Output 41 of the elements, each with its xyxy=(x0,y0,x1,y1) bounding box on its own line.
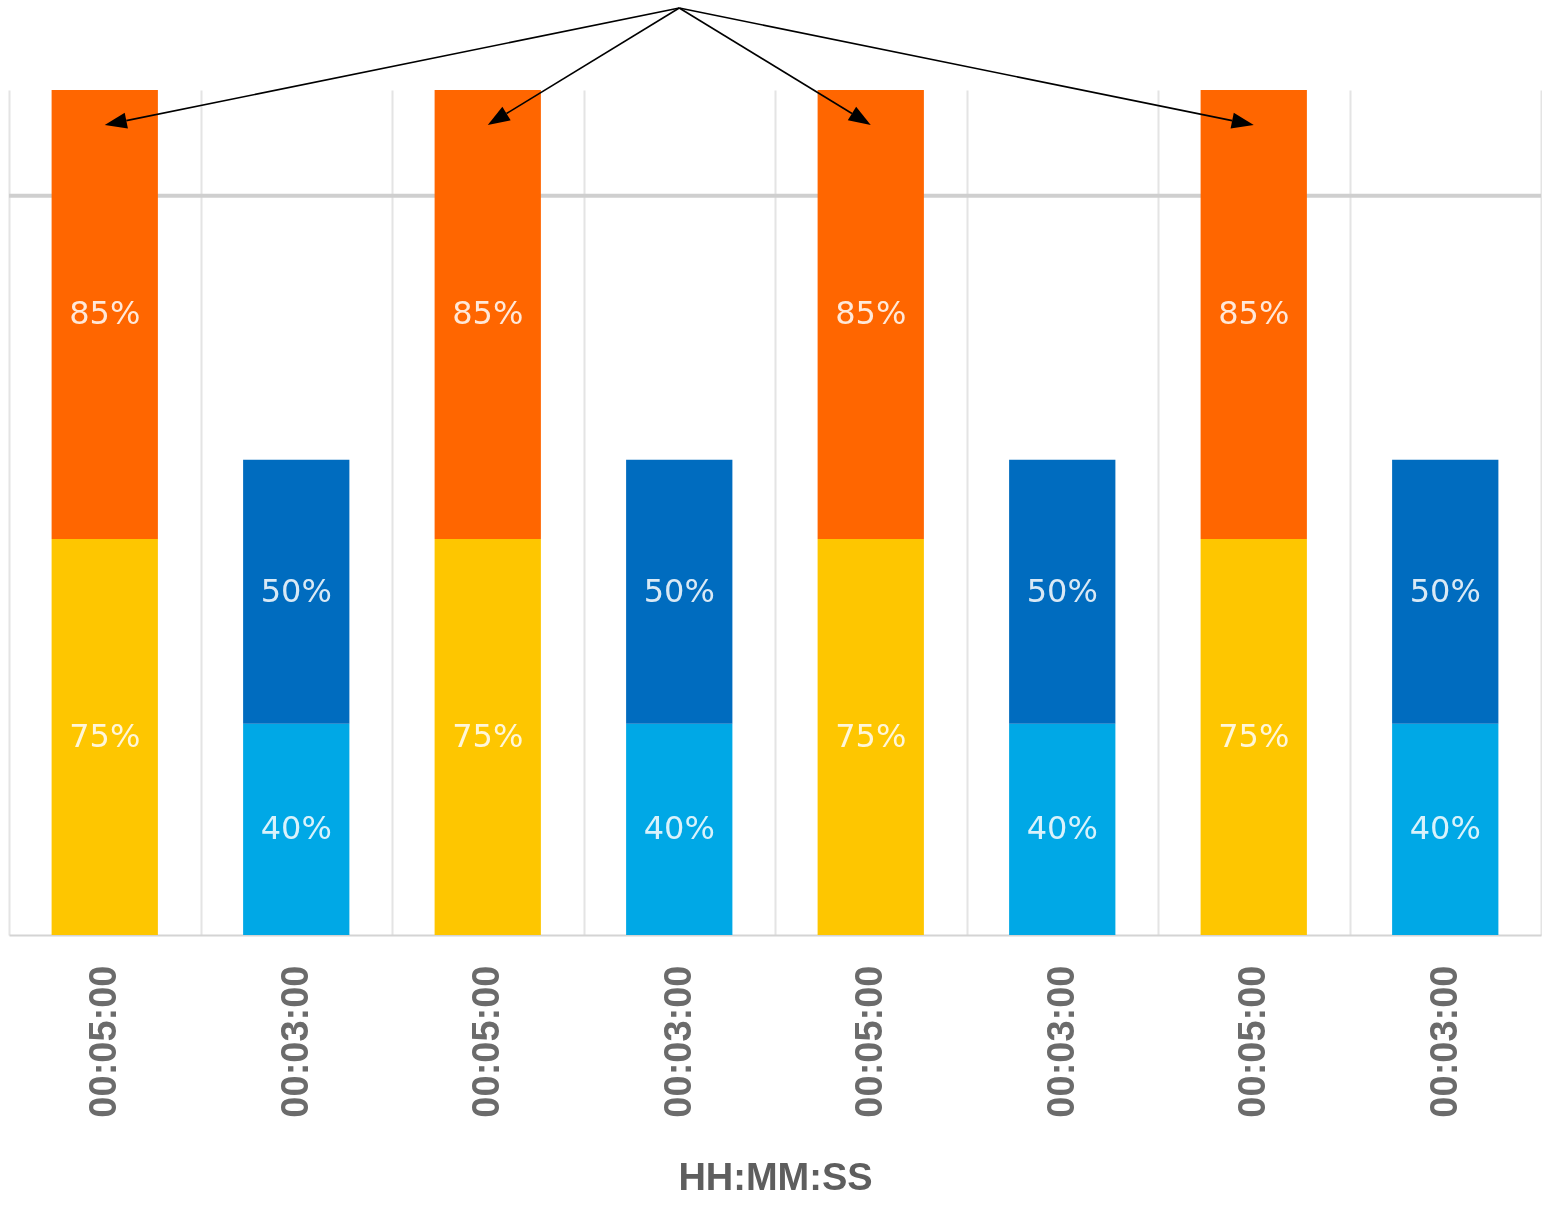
x-tick-label: 00:05:00 xyxy=(1231,965,1274,1118)
bar xyxy=(1200,90,1307,539)
data-label: 50% xyxy=(643,571,715,610)
x-tick-label: 00:05:00 xyxy=(82,965,125,1118)
data-label: 85% xyxy=(1218,294,1290,333)
x-tick-label: 00:03:00 xyxy=(273,965,316,1118)
x-tick-label: 00:05:00 xyxy=(848,965,891,1118)
data-label: 40% xyxy=(1409,809,1481,848)
bar xyxy=(1009,459,1116,724)
bar xyxy=(1009,723,1116,935)
data-label: 85% xyxy=(452,294,524,333)
data-label: 75% xyxy=(69,716,141,755)
data-label: 50% xyxy=(1409,571,1481,610)
data-label: 40% xyxy=(1026,809,1098,848)
x-tick-label: 00:03:00 xyxy=(1422,965,1465,1118)
bar xyxy=(1392,459,1499,724)
bar xyxy=(434,538,541,935)
bar xyxy=(626,723,733,935)
data-label: 85% xyxy=(835,294,907,333)
bar xyxy=(626,459,733,724)
data-label: 40% xyxy=(643,809,715,848)
x-tick-label: 00:03:00 xyxy=(656,965,699,1118)
bar xyxy=(1200,538,1307,935)
data-label: 75% xyxy=(1218,716,1290,755)
data-label: 75% xyxy=(452,716,524,755)
bar xyxy=(243,459,350,724)
data-label: 50% xyxy=(1026,571,1098,610)
x-axis-title: HH:MM:SS xyxy=(678,1155,873,1198)
bar xyxy=(51,90,158,539)
data-label: 40% xyxy=(260,809,332,848)
bar xyxy=(817,90,924,539)
bar xyxy=(51,538,158,935)
data-label: 85% xyxy=(69,294,141,333)
bar xyxy=(1392,723,1499,935)
x-tick-label: 00:05:00 xyxy=(465,965,508,1118)
x-tick-label: 00:03:00 xyxy=(1039,965,1082,1118)
data-label: 50% xyxy=(260,571,332,610)
bar xyxy=(243,723,350,935)
bar xyxy=(434,90,541,539)
data-label: 75% xyxy=(835,716,907,755)
bar xyxy=(817,538,924,935)
